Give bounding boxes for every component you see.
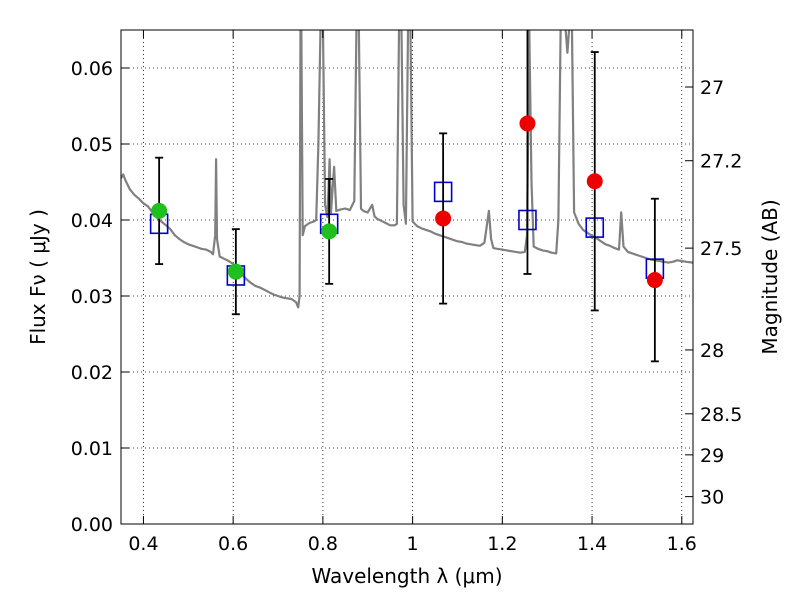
y2-tick-label: 30 — [700, 487, 724, 509]
observed-optical-point — [151, 202, 168, 219]
y2-tick-label: 28 — [700, 340, 724, 362]
x-tick-label: 0.6 — [218, 533, 248, 555]
x-tick-label: 1.4 — [577, 533, 607, 555]
y-tick-label: 0.05 — [71, 134, 113, 156]
y-tick-label: 0.00 — [71, 514, 113, 536]
observed-optical-point — [227, 263, 244, 280]
y-tick-label: 0.01 — [71, 438, 113, 460]
model-spectrum-line — [121, 30, 693, 309]
x-tick-label: 1 — [407, 533, 419, 555]
x-tick-label: 0.4 — [128, 533, 158, 555]
plot-frame — [120, 29, 694, 525]
y-axis-label: Flux Fν ( μJy ) — [26, 209, 50, 345]
axis-ticks: 0.4 0.6 0.8 1 1.2 1.4 1.6 0.00 0.01 0.02 0.03 0.04 0… — [71, 30, 742, 555]
y-tick-label: 0.02 — [71, 362, 113, 384]
x-tick-label: 1.2 — [487, 533, 517, 555]
y2-tick-label: 27 — [700, 77, 724, 99]
model-spectrum-layer — [121, 30, 693, 309]
y-tick-label: 0.06 — [71, 58, 113, 80]
right-axis-label: Magnitude (AB) — [758, 199, 782, 354]
observed-optical-point — [321, 223, 338, 240]
y2-tick-label: 27.2 — [700, 151, 742, 173]
x-tick-label: 1.6 — [667, 533, 697, 555]
observed-nir-point — [435, 210, 452, 227]
observed-nir-point — [586, 173, 603, 190]
y-tick-label: 0.04 — [71, 210, 113, 232]
observed-nir-point — [519, 115, 536, 132]
observed-nir-point — [646, 272, 663, 289]
y2-tick-label: 29 — [700, 445, 724, 467]
y2-tick-label: 28.5 — [700, 404, 742, 426]
data-points-layer — [149, 30, 665, 363]
x-tick-label: 0.8 — [308, 533, 338, 555]
y-tick-label: 0.03 — [71, 286, 113, 308]
y2-tick-label: 27.5 — [700, 238, 742, 260]
x-axis-label: Wavelength λ (μm) — [311, 564, 502, 588]
